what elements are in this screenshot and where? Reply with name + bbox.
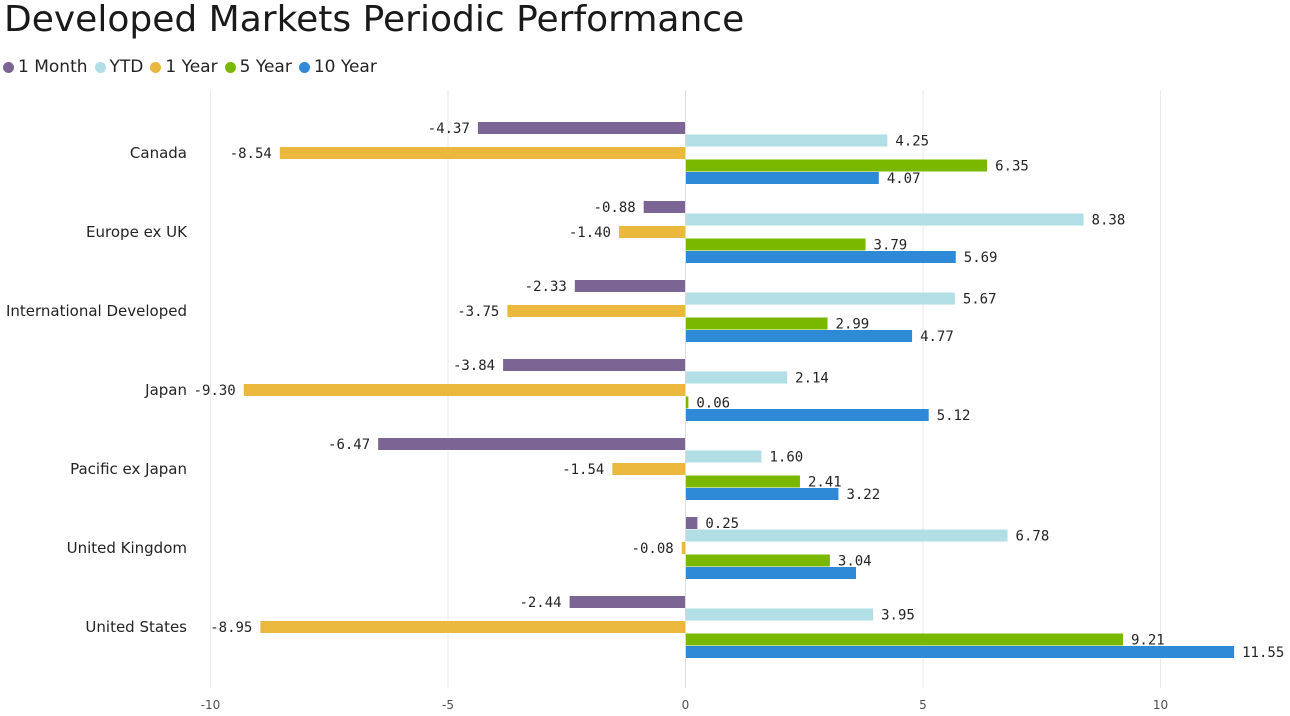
bar[interactable] (685, 517, 698, 529)
legend-label: YTD (109, 57, 144, 77)
legend-label: 1 Year (165, 57, 218, 77)
data-label: -3.84 (453, 358, 495, 374)
bar[interactable] (260, 621, 686, 633)
bar[interactable] (685, 646, 1235, 658)
bar[interactable] (685, 488, 839, 500)
bar[interactable] (685, 567, 857, 579)
x-tick-label: 10 (1153, 698, 1168, 712)
data-label: 4.25 (895, 134, 929, 150)
bar[interactable] (685, 475, 800, 488)
data-label: -1.40 (569, 225, 611, 241)
bar[interactable] (378, 438, 686, 450)
bar[interactable] (685, 213, 1084, 226)
bar[interactable] (643, 201, 686, 213)
data-label: 6.35 (995, 159, 1029, 175)
data-label: -3.75 (457, 304, 499, 320)
data-label: 4.77 (920, 329, 954, 345)
category-label: International Developed (6, 302, 187, 320)
data-label: 3.95 (881, 608, 915, 624)
data-label: -1.54 (562, 462, 604, 478)
bar[interactable] (685, 554, 830, 567)
bar[interactable] (685, 251, 956, 263)
bar[interactable] (685, 409, 929, 421)
bar[interactable] (569, 596, 686, 608)
bar[interactable] (685, 172, 879, 184)
data-label: 6.78 (1016, 529, 1050, 545)
bar[interactable] (612, 463, 686, 475)
legend-marker (150, 61, 162, 73)
category-label: United Kingdom (67, 539, 187, 557)
legend-marker (298, 61, 310, 73)
bar[interactable] (685, 317, 828, 330)
chart-legend: 1 Month YTD 1 Year 5 Year 10 Year (3, 56, 384, 78)
bar[interactable] (685, 238, 866, 251)
bar[interactable] (685, 529, 1008, 542)
bar[interactable] (685, 134, 888, 147)
bar[interactable] (685, 159, 988, 172)
category-label: Europe ex UK (86, 223, 188, 241)
data-label: 11.55 (1242, 645, 1284, 661)
category-label: Japan (144, 381, 187, 399)
legend-item-2[interactable]: 1 Year (150, 57, 218, 77)
bar[interactable] (685, 292, 955, 305)
data-label: -4.37 (428, 121, 470, 137)
bar[interactable] (507, 305, 686, 317)
legend-item-4[interactable]: 10 Year (298, 57, 377, 77)
legend-marker (224, 61, 236, 73)
data-label: 3.04 (838, 554, 872, 570)
data-label: 2.41 (808, 475, 842, 491)
data-label: -2.33 (525, 279, 567, 295)
category-label: Canada (130, 144, 187, 162)
data-label: -0.08 (632, 541, 674, 557)
chart-title: Developed Markets Periodic Performance (4, 0, 745, 40)
bar[interactable] (685, 371, 788, 384)
data-label: -2.44 (519, 595, 561, 611)
data-label: 8.38 (1092, 213, 1126, 229)
legend-label: 1 Month (18, 57, 88, 77)
data-label: 3.79 (874, 238, 908, 254)
bar[interactable] (279, 147, 686, 159)
category-label: United States (85, 618, 187, 636)
data-label: 5.12 (937, 408, 971, 424)
bar[interactable] (685, 396, 689, 409)
data-label: -6.47 (328, 437, 370, 453)
bar[interactable] (685, 330, 913, 342)
bar[interactable] (574, 280, 686, 292)
x-tick-label: 5 (919, 698, 927, 712)
legend-item-3[interactable]: 5 Year (224, 57, 292, 77)
bar[interactable] (477, 122, 686, 134)
legend-marker (94, 61, 106, 73)
data-label: -8.54 (230, 146, 272, 162)
data-label: 0.06 (696, 396, 730, 412)
data-label: -9.30 (194, 383, 236, 399)
bar[interactable] (619, 226, 686, 238)
legend-label: 5 Year (239, 57, 292, 77)
bar[interactable] (681, 542, 686, 554)
data-label: 2.14 (795, 371, 829, 387)
data-label: 2.99 (836, 317, 870, 333)
data-label: 0.25 (705, 516, 739, 532)
legend-item-1[interactable]: YTD (94, 57, 144, 77)
bar[interactable] (503, 359, 686, 371)
data-label: -0.88 (594, 200, 636, 216)
bar[interactable] (685, 608, 874, 621)
data-label: 3.22 (846, 487, 880, 503)
data-label: 5.67 (963, 292, 997, 308)
data-label: 4.07 (887, 171, 921, 187)
data-label: 9.21 (1131, 633, 1165, 649)
x-tick-label: -5 (442, 698, 454, 712)
category-label: Pacific ex Japan (70, 460, 187, 478)
x-tick-label: 0 (682, 698, 690, 712)
data-label: 1.60 (770, 450, 804, 466)
x-tick-label: -10 (201, 698, 221, 712)
bar[interactable] (685, 633, 1123, 646)
data-label: 5.69 (964, 250, 998, 266)
data-label: -8.95 (210, 620, 252, 636)
bar[interactable] (685, 450, 762, 463)
legend-marker (3, 61, 14, 73)
legend-label: 10 Year (313, 57, 377, 77)
legend-item-0[interactable]: 1 Month (3, 57, 88, 77)
bar[interactable] (243, 384, 686, 396)
